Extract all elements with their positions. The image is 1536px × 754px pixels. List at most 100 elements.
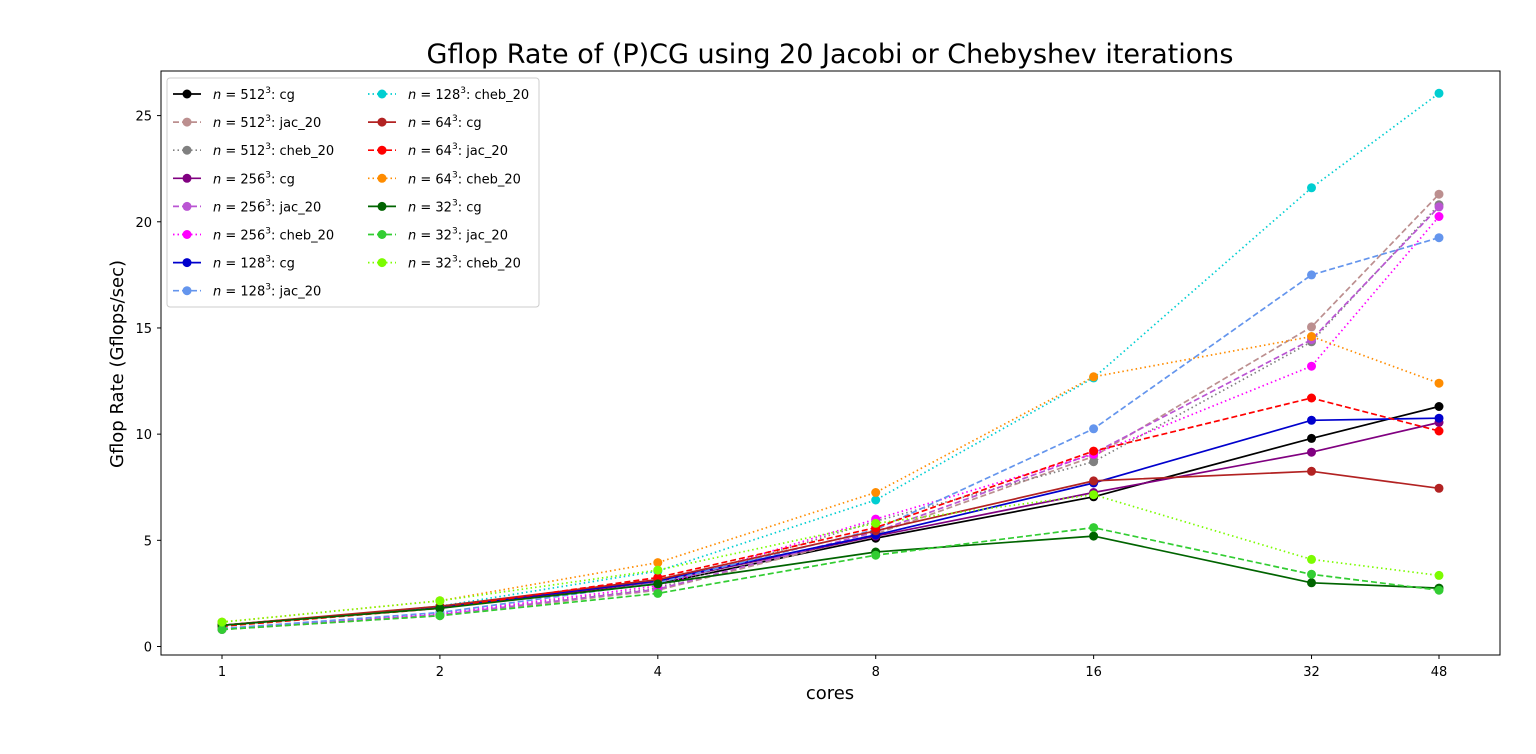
legend-label: n = 2563: jac_20: [213, 198, 321, 215]
legend-entry: n = 5123: jac_20: [173, 114, 321, 131]
legend-marker: [182, 117, 192, 127]
data-point: [1307, 393, 1316, 403]
data-point: [1089, 490, 1099, 500]
data-point: [1434, 378, 1444, 388]
legend-label: n = 5123: cheb_20: [213, 142, 334, 159]
data-point: [1434, 585, 1444, 595]
legend-marker: [182, 201, 192, 211]
data-point: [1434, 426, 1444, 436]
y-tick-label: 0: [144, 641, 152, 656]
legend-entry: n = 643: jac_20: [368, 142, 508, 159]
legend-label: n = 643: cg: [408, 114, 482, 131]
data-point: [217, 617, 227, 627]
legend-entry: n = 323: jac_20: [368, 227, 508, 244]
data-point: [1307, 433, 1316, 443]
legend-marker: [377, 258, 387, 268]
data-point: [871, 488, 881, 497]
y-tick-label: 20: [135, 216, 152, 231]
data-point: [435, 611, 445, 621]
legend-label: n = 643: jac_20: [408, 142, 508, 159]
series-12: [217, 332, 1444, 627]
x-tick-label: 1: [218, 665, 226, 680]
data-point: [1307, 569, 1316, 579]
data-point: [1307, 322, 1316, 332]
data-point: [871, 495, 881, 505]
data-point: [1089, 372, 1099, 382]
data-point: [1434, 413, 1444, 423]
data-point: [1307, 361, 1316, 371]
data-point: [653, 565, 663, 575]
legend: n = 5123: cg n = 5123: jac_20n = 5123: ch…: [166, 77, 540, 308]
data-point: [1089, 424, 1099, 434]
legend-entry: n = 2563: jac_20: [173, 198, 321, 215]
data-point: [1089, 523, 1099, 533]
legend-box: [166, 77, 540, 308]
y-tick-label: 25: [135, 110, 152, 125]
data-point: [1089, 476, 1099, 486]
legend-marker: [182, 145, 192, 155]
x-tick-label: 32: [1303, 665, 1320, 680]
data-point: [1434, 483, 1444, 493]
y-tick-label: 5: [144, 534, 152, 549]
data-point: [1089, 531, 1099, 541]
x-tick-label: 16: [1085, 665, 1102, 680]
legend-entry: n = 323: cg: [368, 198, 482, 215]
legend-label: n = 1283: cg: [213, 255, 295, 272]
chart-title: Gflop Rate of (P)CG using 20 Jacobi or C…: [427, 39, 1234, 70]
legend-entry: n = 2563: cg: [173, 170, 295, 187]
data-point: [1307, 466, 1316, 476]
legend-label: n = 323: cheb_20: [408, 255, 521, 272]
legend-label: n = 1283: jac_20: [213, 283, 321, 300]
x-tick-label: 4: [654, 665, 662, 680]
legend-entry: n = 323: cheb_20: [368, 255, 521, 272]
data-point: [1089, 457, 1099, 467]
data-point: [871, 550, 881, 560]
legend-label: n = 2563: cheb_20: [213, 227, 334, 244]
data-point: [1434, 189, 1444, 199]
legend-marker: [377, 201, 387, 211]
y-tick-label: 10: [135, 428, 152, 443]
y-tick-label: 15: [135, 322, 152, 337]
x-tick-label: 2: [436, 665, 444, 680]
legend-marker: [182, 230, 192, 239]
legend-entry: n = 1283: cg: [173, 255, 295, 272]
legend-marker: [377, 89, 387, 99]
series-7: [217, 413, 1444, 630]
x-axis: 1 2 4 8 16 32 48: [218, 655, 1447, 680]
legend-marker: [377, 230, 387, 239]
legend-label: n = 1283: cheb_20: [408, 86, 529, 103]
plot-frame: [160, 70, 1501, 656]
y-axis: 0 5 10 15 20 25: [135, 110, 161, 656]
data-point: [1307, 578, 1316, 588]
data-point: [653, 588, 663, 598]
legend-label: n = 5123: cg: [213, 86, 295, 103]
data-point: [1307, 447, 1316, 457]
data-point: [1434, 202, 1444, 212]
data-point: [1434, 212, 1444, 221]
y-axis-label: Gflop Rate (Gflops/sec): [107, 260, 128, 468]
series-line: [221, 417, 1440, 627]
x-tick-label: 8: [872, 665, 880, 680]
legend-label: n = 323: jac_20: [408, 227, 508, 244]
data-point: [653, 579, 663, 589]
data-point: [653, 558, 663, 568]
data-point: [1307, 415, 1316, 425]
legend-marker: [377, 173, 387, 183]
legend-marker: [182, 258, 192, 268]
legend-marker: [182, 286, 192, 296]
legend-marker: [182, 173, 192, 183]
legend-entry: n = 5123: cheb_20: [173, 142, 334, 159]
data-point: [1307, 554, 1316, 564]
series-line: [221, 397, 1440, 628]
series-1: [217, 402, 1444, 630]
series-15: [217, 490, 1444, 627]
legend-marker: [182, 89, 192, 99]
legend-entry: n = 643: cg: [368, 114, 482, 131]
legend-label: n = 2563: cg: [213, 170, 295, 187]
series-4: [217, 418, 1444, 630]
data-point: [653, 573, 663, 582]
x-axis-label: cores: [806, 683, 854, 704]
plot-area: [217, 88, 1444, 634]
